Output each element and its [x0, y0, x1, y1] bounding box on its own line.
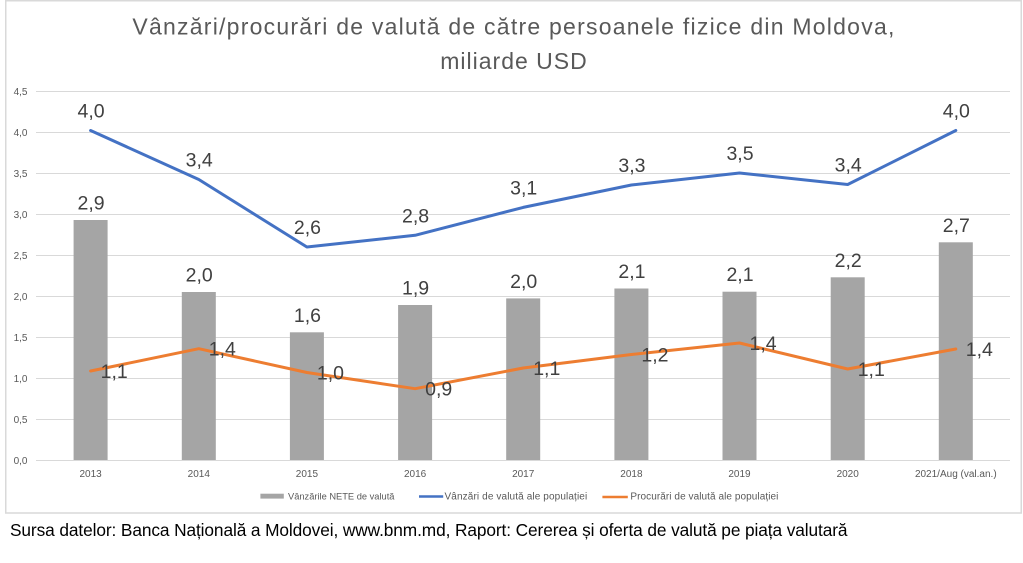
svg-text:1,0: 1,0 — [317, 363, 344, 385]
svg-text:2,6: 2,6 — [294, 217, 321, 239]
svg-text:4,5: 4,5 — [14, 87, 28, 98]
svg-text:4,0: 4,0 — [943, 101, 970, 123]
svg-text:2021/Aug (val.an.): 2021/Aug (val.an.) — [915, 469, 997, 480]
svg-text:0,5: 0,5 — [14, 415, 28, 426]
svg-text:3,5: 3,5 — [726, 143, 753, 165]
svg-text:1,4: 1,4 — [750, 333, 777, 355]
svg-text:1,9: 1,9 — [402, 278, 429, 300]
svg-text:3,0: 3,0 — [14, 210, 28, 221]
svg-text:1,0: 1,0 — [14, 374, 28, 385]
svg-text:4,0: 4,0 — [14, 128, 28, 139]
svg-text:3,4: 3,4 — [186, 150, 213, 172]
svg-text:1,2: 1,2 — [641, 345, 668, 367]
svg-text:1,1: 1,1 — [101, 361, 128, 383]
svg-text:2020: 2020 — [837, 469, 860, 480]
svg-text:2016: 2016 — [404, 469, 427, 480]
svg-text:miliarde USD: miliarde USD — [440, 48, 587, 74]
svg-text:1,4: 1,4 — [209, 339, 236, 361]
svg-text:2014: 2014 — [188, 469, 211, 480]
svg-text:1,5: 1,5 — [14, 333, 28, 344]
svg-text:2,7: 2,7 — [943, 215, 970, 237]
svg-text:2,0: 2,0 — [510, 271, 537, 293]
svg-text:1,1: 1,1 — [533, 358, 560, 380]
svg-text:Vânzări de valută ale populați: Vânzări de valută ale populației — [445, 492, 588, 503]
svg-text:1,6: 1,6 — [294, 305, 321, 327]
svg-text:3,4: 3,4 — [835, 155, 862, 177]
svg-text:Procurări de valută ale popula: Procurări de valută ale populației — [630, 492, 778, 503]
svg-text:0,9: 0,9 — [425, 379, 452, 401]
svg-text:2,9: 2,9 — [78, 193, 105, 215]
svg-text:Sursa datelor: Banca Națională: Sursa datelor: Banca Națională a Moldove… — [10, 520, 848, 540]
svg-text:2,0: 2,0 — [186, 265, 213, 287]
svg-text:3,1: 3,1 — [510, 177, 537, 199]
svg-text:0,0: 0,0 — [14, 456, 28, 467]
svg-text:2,5: 2,5 — [14, 251, 28, 262]
svg-text:2,1: 2,1 — [618, 261, 645, 283]
svg-text:1,1: 1,1 — [858, 359, 885, 381]
svg-text:4,0: 4,0 — [78, 101, 105, 123]
svg-text:3,3: 3,3 — [618, 155, 645, 177]
svg-text:2,8: 2,8 — [402, 205, 429, 227]
svg-text:2018: 2018 — [620, 469, 643, 480]
svg-text:Vânzări/procurări de valută de: Vânzări/procurări de valută de către per… — [132, 14, 895, 40]
svg-text:1,4: 1,4 — [966, 339, 993, 361]
svg-text:2,0: 2,0 — [14, 292, 28, 303]
svg-text:2013: 2013 — [79, 469, 102, 480]
svg-text:2015: 2015 — [296, 469, 319, 480]
svg-text:3,5: 3,5 — [14, 169, 28, 180]
svg-text:2,2: 2,2 — [835, 250, 862, 272]
svg-text:2019: 2019 — [728, 469, 751, 480]
svg-text:2017: 2017 — [512, 469, 535, 480]
svg-text:Vânzările NETE de valută: Vânzările NETE de valută — [288, 492, 395, 502]
svg-text:2,1: 2,1 — [726, 264, 753, 286]
